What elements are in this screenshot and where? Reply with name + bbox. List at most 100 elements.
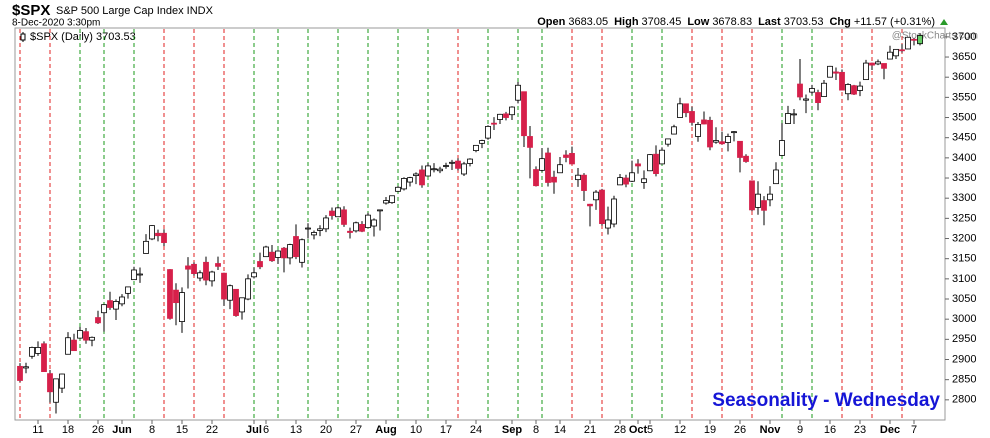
candle-body <box>473 144 479 152</box>
x-tick-label: 13 <box>290 424 302 436</box>
legend: $SPX (Daily) 3703.53 <box>20 31 136 43</box>
candle-body <box>29 347 35 357</box>
plot-frame <box>14 27 946 421</box>
quote-value: +11.57 (+0.31%) <box>854 16 935 28</box>
x-tick-label: 22 <box>206 424 218 436</box>
legend-text: $SPX (Daily) 3703.53 <box>30 31 136 43</box>
candle-body <box>461 163 467 175</box>
candle-body <box>305 227 311 230</box>
candle-body <box>467 158 473 164</box>
candle-body <box>131 269 137 281</box>
candle-body <box>173 289 179 304</box>
candle-body <box>167 269 173 319</box>
candle-body <box>293 236 299 258</box>
candle-body <box>791 113 797 116</box>
x-tick-label: Sep <box>502 424 522 436</box>
candle-body <box>533 169 539 187</box>
candle-body <box>635 163 641 167</box>
candle-body <box>269 251 275 262</box>
y-tick-label: 2950 <box>952 333 976 345</box>
candle-body <box>833 71 839 74</box>
candle-body <box>383 200 389 204</box>
candle-body <box>539 158 545 171</box>
candle-body <box>419 169 425 186</box>
x-tick-label: Dec <box>880 424 900 436</box>
y-tick-label: 3550 <box>952 91 976 103</box>
candle-body <box>71 339 77 352</box>
candle-body <box>317 228 323 231</box>
candle-body <box>527 136 533 148</box>
candle-body <box>773 169 779 185</box>
candle-body <box>851 85 857 95</box>
candle-body <box>125 286 131 294</box>
x-tick-label: 20 <box>320 424 332 436</box>
candle-body <box>809 88 815 93</box>
candle-body <box>497 113 503 120</box>
candle-body <box>425 165 431 177</box>
candle-body <box>827 65 833 78</box>
symbol: $SPX <box>12 2 50 19</box>
candle-body <box>455 160 461 169</box>
candle-body <box>251 272 257 278</box>
candle-body <box>353 222 359 232</box>
candle-body <box>503 113 509 118</box>
candle-body <box>41 343 47 373</box>
candle-body <box>335 207 341 218</box>
candle-body <box>407 177 413 183</box>
candle-body <box>389 195 395 204</box>
candle-body <box>245 278 251 300</box>
candle-body <box>509 106 515 116</box>
index-name: S&P 500 Large Cap Index INDX <box>56 5 214 17</box>
candle-body <box>857 85 863 91</box>
candle-body <box>611 198 617 225</box>
date: 8-Dec-2020 3:30pm <box>12 18 100 29</box>
candle-body <box>911 38 917 41</box>
candle-body <box>275 250 281 258</box>
candle-body <box>479 140 485 144</box>
candle-body <box>605 219 611 229</box>
candle-body <box>59 373 65 389</box>
candle-body <box>671 126 677 135</box>
candle-body <box>221 272 227 300</box>
candle-body <box>491 122 497 125</box>
y-tick-label: 3100 <box>952 273 976 285</box>
candle-body <box>731 131 737 134</box>
candle-body <box>581 174 587 191</box>
candle-body <box>767 193 773 201</box>
candle-body <box>803 98 809 101</box>
candle-body <box>107 300 113 308</box>
candle-body <box>215 263 221 267</box>
candle-body <box>881 63 887 69</box>
candle-body <box>599 189 605 224</box>
x-tick-label: 5 <box>647 424 653 436</box>
candle-body <box>551 176 557 183</box>
candle-body <box>713 140 719 143</box>
y-tick-label: 3650 <box>952 51 976 63</box>
candle-body <box>737 140 743 158</box>
candle-body <box>761 200 767 211</box>
x-tick-label: 11 <box>32 424 43 436</box>
candle-body <box>659 149 665 165</box>
candle-body <box>689 111 695 123</box>
quote-label: Low <box>687 16 709 28</box>
candle-body <box>263 246 269 258</box>
candle-body <box>401 178 407 190</box>
candle-body <box>647 154 653 172</box>
candle-body <box>701 119 707 125</box>
y-tick-label: 3450 <box>952 132 976 144</box>
legend-icon <box>20 33 26 41</box>
candle-body <box>113 301 119 310</box>
candle-body <box>677 103 683 118</box>
candle-body <box>323 217 329 230</box>
candle-body <box>89 336 95 341</box>
candle-body <box>779 140 785 156</box>
candle-body <box>83 331 89 341</box>
x-tick-label: 18 <box>62 424 74 436</box>
y-tick-label: 3250 <box>952 212 976 224</box>
quote-value: 3708.45 <box>642 16 682 28</box>
x-tick-label: 15 <box>176 424 188 436</box>
candle-body <box>185 265 191 270</box>
y-tick-label: 3700 <box>952 31 976 43</box>
candle-body <box>785 113 791 124</box>
